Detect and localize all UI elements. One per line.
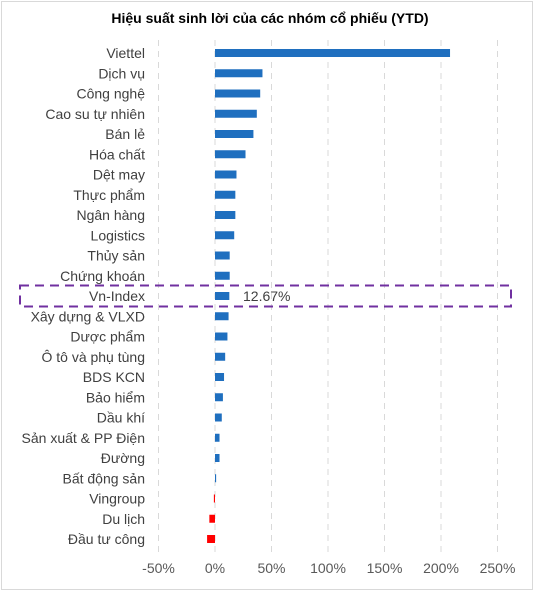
category-label: Công nghệ <box>76 86 145 102</box>
bar-10 <box>215 251 230 260</box>
category-label: Ô tô và phụ tùng <box>41 349 145 365</box>
bar-1 <box>215 69 263 78</box>
bar-3 <box>215 109 257 118</box>
category-label: Vingroup <box>89 491 145 507</box>
x-tick-label: -50% <box>142 560 175 576</box>
category-label: Bán lẻ <box>105 126 145 142</box>
category-label: Cao su tự nhiên <box>45 106 145 122</box>
bar-16 <box>215 373 225 381</box>
bar-8 <box>215 211 236 219</box>
chart-title: Hiệu suất sinh lời của các nhóm cổ phiếu… <box>111 10 429 26</box>
category-label: Viettel <box>106 45 145 61</box>
highlight-box <box>19 284 512 308</box>
bar-18 <box>215 413 222 422</box>
bar-15 <box>215 352 226 361</box>
category-label: Sản xuất & PP Điện <box>22 430 145 446</box>
category-label: Chứng khoán <box>60 268 145 284</box>
category-label: Dệt may <box>93 167 145 183</box>
bar-14 <box>215 332 228 341</box>
category-label: Hóa chất <box>89 146 145 162</box>
x-tick-label: 150% <box>367 560 403 576</box>
category-label: Du lịch <box>102 511 145 527</box>
category-label: Thực phẩm <box>73 187 145 203</box>
bar-0 <box>215 49 451 57</box>
bar-13 <box>215 312 229 321</box>
x-axis-ticks: -50% 0% 50% 100% 150% 200% 250% <box>142 560 515 576</box>
x-tick-label: 250% <box>480 560 516 576</box>
bar-23 <box>209 514 215 523</box>
bar-12 <box>215 292 230 300</box>
category-label: Dịch vụ <box>98 65 145 81</box>
highlight-layer: 12.67% <box>19 284 512 308</box>
bar-21 <box>215 474 217 483</box>
x-tick-label: 50% <box>257 560 285 576</box>
grid-layer <box>158 40 498 552</box>
bars-layer <box>207 49 451 543</box>
bar-9 <box>215 231 235 240</box>
category-label: Vn-Index <box>89 288 145 304</box>
bar-11 <box>215 271 230 280</box>
category-label: Đầu tư công <box>68 531 145 547</box>
category-label: Đường <box>101 450 145 466</box>
category-label: Bất động sản <box>62 470 145 486</box>
x-tick-label: 200% <box>423 560 459 576</box>
bar-7 <box>215 190 236 199</box>
bar-20 <box>215 454 220 462</box>
category-label: Bảo hiểm <box>86 389 145 405</box>
bar-6 <box>215 170 237 179</box>
x-tick-label: 0% <box>205 560 225 576</box>
category-label: Dược phẩm <box>70 329 145 345</box>
bar-17 <box>215 393 223 402</box>
category-label: Ngân hàng <box>76 207 145 223</box>
category-label: Xây dựng & VLXD <box>31 308 145 324</box>
bar-19 <box>215 433 220 442</box>
category-label: Dầu khí <box>97 410 145 426</box>
bar-24 <box>207 535 215 543</box>
bar-2 <box>215 89 261 98</box>
bar-5 <box>215 150 246 159</box>
category-label: BDS KCN <box>83 369 145 385</box>
x-tick-label: 100% <box>310 560 346 576</box>
category-label: Logistics <box>91 227 145 243</box>
bar-4 <box>215 130 254 138</box>
category-labels: Viettel Dịch vụ Công nghệ Cao su tự nhiên Bá… <box>22 45 146 547</box>
vn-index-data-label: 12.67% <box>243 288 290 304</box>
category-label: Thủy sản <box>87 248 145 264</box>
bar-22 <box>213 494 215 503</box>
